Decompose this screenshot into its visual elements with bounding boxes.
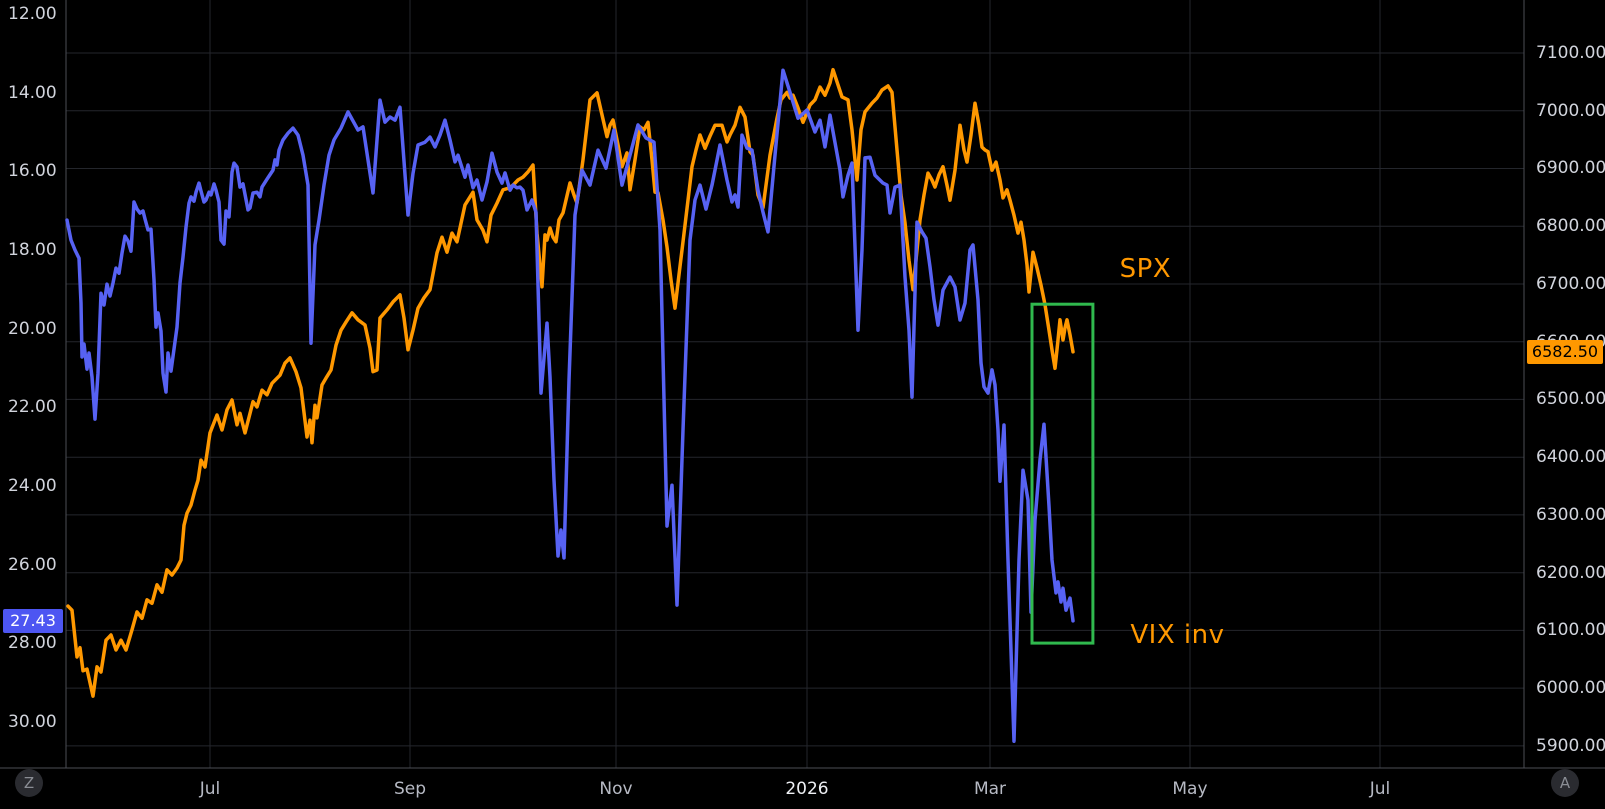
auto-scale-button[interactable]: A xyxy=(1551,769,1579,797)
left-price-axis[interactable]: 12.00 14.00 16.00 18.00 20.00 22.00 24.00 26.00… xyxy=(0,0,66,768)
left-axis-tick: 12.00 xyxy=(8,4,57,24)
vix-inv-series-label[interactable]: VIX inv xyxy=(1130,620,1225,651)
right-axis-tick: 6900.00 xyxy=(1536,158,1605,179)
time-axis-tick: Jul xyxy=(1369,779,1391,799)
vix-inv-line[interactable] xyxy=(65,68,1075,743)
right-axis-tick: 5900.00 xyxy=(1536,735,1605,756)
right-price-axis[interactable]: 7100.007000.006900.006800.006700.006600.… xyxy=(1524,0,1605,768)
right-axis-tick: 6000.00 xyxy=(1536,678,1605,699)
time-axis-tick: Sep xyxy=(393,779,426,799)
left-axis-tick: 22.00 xyxy=(8,397,57,418)
right-axis-tick: 6300.00 xyxy=(1536,504,1605,525)
right-axis-tick: 6200.00 xyxy=(1536,562,1605,583)
right-axis-tick: 6100.00 xyxy=(1536,620,1605,641)
left-axis-tick: 28.00 xyxy=(8,633,57,654)
green-highlight-box[interactable] xyxy=(1030,302,1095,645)
vix-price-badge: 27.43 xyxy=(3,608,63,633)
left-axis-tick: 18.00 xyxy=(8,239,57,260)
left-axis-tick: 14.00 xyxy=(8,82,57,103)
right-axis-tick: 6500.00 xyxy=(1536,389,1605,410)
left-axis-tick: 20.00 xyxy=(8,318,57,339)
time-axis-tick: May xyxy=(1172,779,1208,799)
spx-price-badge: 6582.50 xyxy=(1527,339,1603,364)
spx-line[interactable] xyxy=(66,67,1075,698)
time-axis-tick: 2026 xyxy=(785,779,829,799)
time-axis[interactable]: Jul Sep Nov 2026 Mar May Jul xyxy=(0,768,1605,809)
zoom-mode-button[interactable]: Z xyxy=(15,769,43,797)
time-axis-tick: Nov xyxy=(599,779,633,799)
left-axis-tick: 24.00 xyxy=(8,475,57,496)
right-axis-tick: 6700.00 xyxy=(1536,273,1605,294)
right-axis-tick: 7100.00 xyxy=(1536,43,1605,63)
left-axis-tick: 30.00 xyxy=(8,711,57,732)
time-axis-tick: Jul xyxy=(199,779,221,799)
time-axis-tick: Mar xyxy=(973,779,1007,799)
left-axis-tick: 26.00 xyxy=(8,554,57,575)
left-axis-tick: 16.00 xyxy=(8,161,57,182)
right-axis-tick: 7000.00 xyxy=(1536,100,1605,121)
right-axis-tick: 6400.00 xyxy=(1536,447,1605,468)
right-axis-tick: 6800.00 xyxy=(1536,216,1605,237)
spx-series-label[interactable]: SPX xyxy=(1119,253,1172,284)
